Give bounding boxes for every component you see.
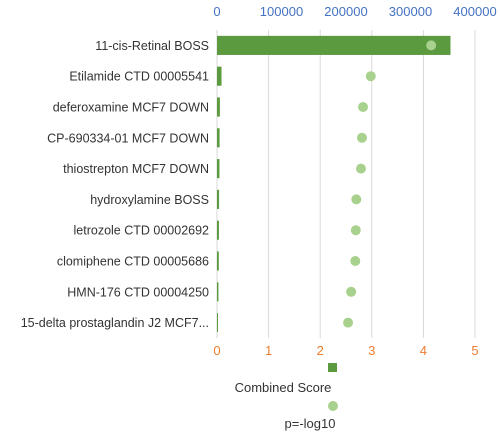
bottom-tick-label: 5 <box>471 343 478 358</box>
bottom-tick-label: 4 <box>420 343 427 358</box>
top-tick-label: 200000 <box>324 4 367 19</box>
bar-series <box>217 35 451 333</box>
category-label: deferoxamine MCF7 DOWN <box>53 101 209 115</box>
scatter-series <box>343 40 437 328</box>
bottom-tick-label: 3 <box>368 343 375 358</box>
scatter-point <box>351 194 362 205</box>
bottom-tick-label: 2 <box>317 343 324 358</box>
bar <box>217 313 218 333</box>
grid-lines <box>216 30 476 338</box>
legend-label-combined-score: Combined Score <box>235 380 332 395</box>
top-tick-label: 0 <box>213 4 220 19</box>
bar <box>217 97 220 117</box>
top-tick-label: 300000 <box>389 4 432 19</box>
legend-swatch-p-log10 <box>328 401 338 411</box>
category-label: letrozole CTD 00002692 <box>74 224 210 238</box>
bottom-tick-label: 1 <box>265 343 272 358</box>
category-label: hydroxylamine BOSS <box>90 193 209 207</box>
scatter-point <box>426 40 437 51</box>
bar <box>217 159 220 179</box>
category-label: thiostrepton MCF7 DOWN <box>63 162 209 176</box>
category-label: HMN-176 CTD 00004250 <box>67 285 209 299</box>
scatter-point <box>350 256 361 266</box>
scatter-point <box>346 286 357 297</box>
bar <box>217 66 222 86</box>
category-labels: 11-cis-Retinal BOSS Etilamide CTD 0000554… <box>21 39 209 330</box>
bottom-tick-label: 0 <box>213 343 220 358</box>
legend: Combined Score p=-log10 <box>235 363 338 431</box>
bar <box>217 220 219 240</box>
scatter-point <box>358 102 369 112</box>
bottom-axis-ticks: 0 1 2 3 4 5 <box>213 343 478 358</box>
category-label: CP-690334-01 MCF7 DOWN <box>47 131 209 145</box>
category-label: clomiphene CTD 00005686 <box>57 255 209 269</box>
legend-swatch-combined-score <box>328 363 337 372</box>
legend-label-p-log10: p=-log10 <box>285 416 336 431</box>
top-tick-label: 400000 <box>453 4 496 19</box>
category-label: 11-cis-Retinal BOSS <box>95 39 209 53</box>
bar <box>217 35 451 55</box>
bar <box>217 128 220 148</box>
scatter-point <box>356 132 367 143</box>
category-label: Etilamide CTD 00005541 <box>69 70 209 84</box>
scatter-point <box>350 225 361 236</box>
scatter-point <box>365 71 376 82</box>
scatter-point <box>343 317 354 328</box>
bar <box>217 189 220 209</box>
top-axis-ticks: 0 100000 200000 300000 400000 <box>213 4 496 19</box>
category-label: 15-delta prostaglandin J2 MCF7... <box>21 316 209 330</box>
scatter-point <box>355 163 366 174</box>
bar <box>217 251 219 271</box>
top-tick-label: 100000 <box>260 4 303 19</box>
bar <box>217 282 219 302</box>
